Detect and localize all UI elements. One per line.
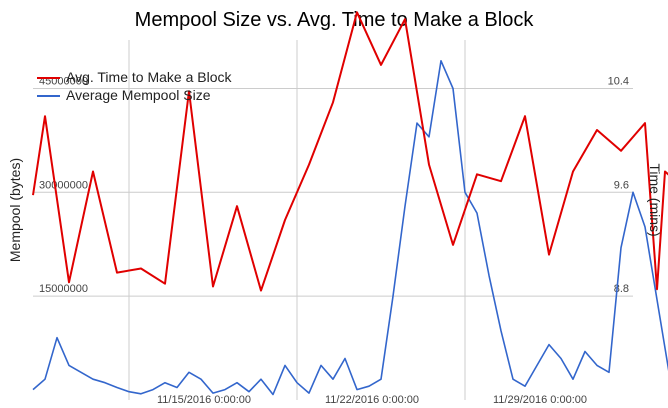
y-left-tick-label: 30000000 bbox=[39, 179, 88, 191]
series-group bbox=[32, 11, 668, 396]
series-mempool-line bbox=[32, 59, 668, 396]
x-tick-label: 11/29/2016 0:00:00 bbox=[493, 394, 587, 406]
y-right-tick-label: 10.4 bbox=[608, 75, 629, 87]
legend-label-time: Avg. Time to Make a Block bbox=[66, 69, 232, 85]
y-left-tick-label: 15000000 bbox=[39, 283, 88, 295]
chart-title: Mempool Size vs. Avg. Time to Make a Blo… bbox=[135, 9, 535, 31]
y-right-axis-label: Time (mins) bbox=[647, 163, 663, 236]
series-block-time-line bbox=[32, 11, 668, 292]
legend-label-mempool: Average Mempool Size bbox=[66, 87, 211, 103]
y-right-tick-label: 9.6 bbox=[614, 179, 629, 191]
y-left-axis-label: Mempool (bytes) bbox=[7, 158, 23, 262]
legend: Avg. Time to Make a Block Average Mempoo… bbox=[37, 69, 232, 103]
x-tick-label: 11/15/2016 0:00:00 bbox=[157, 394, 251, 406]
grid-lines bbox=[33, 40, 633, 400]
x-tick-label: 11/22/2016 0:00:00 bbox=[325, 394, 419, 406]
